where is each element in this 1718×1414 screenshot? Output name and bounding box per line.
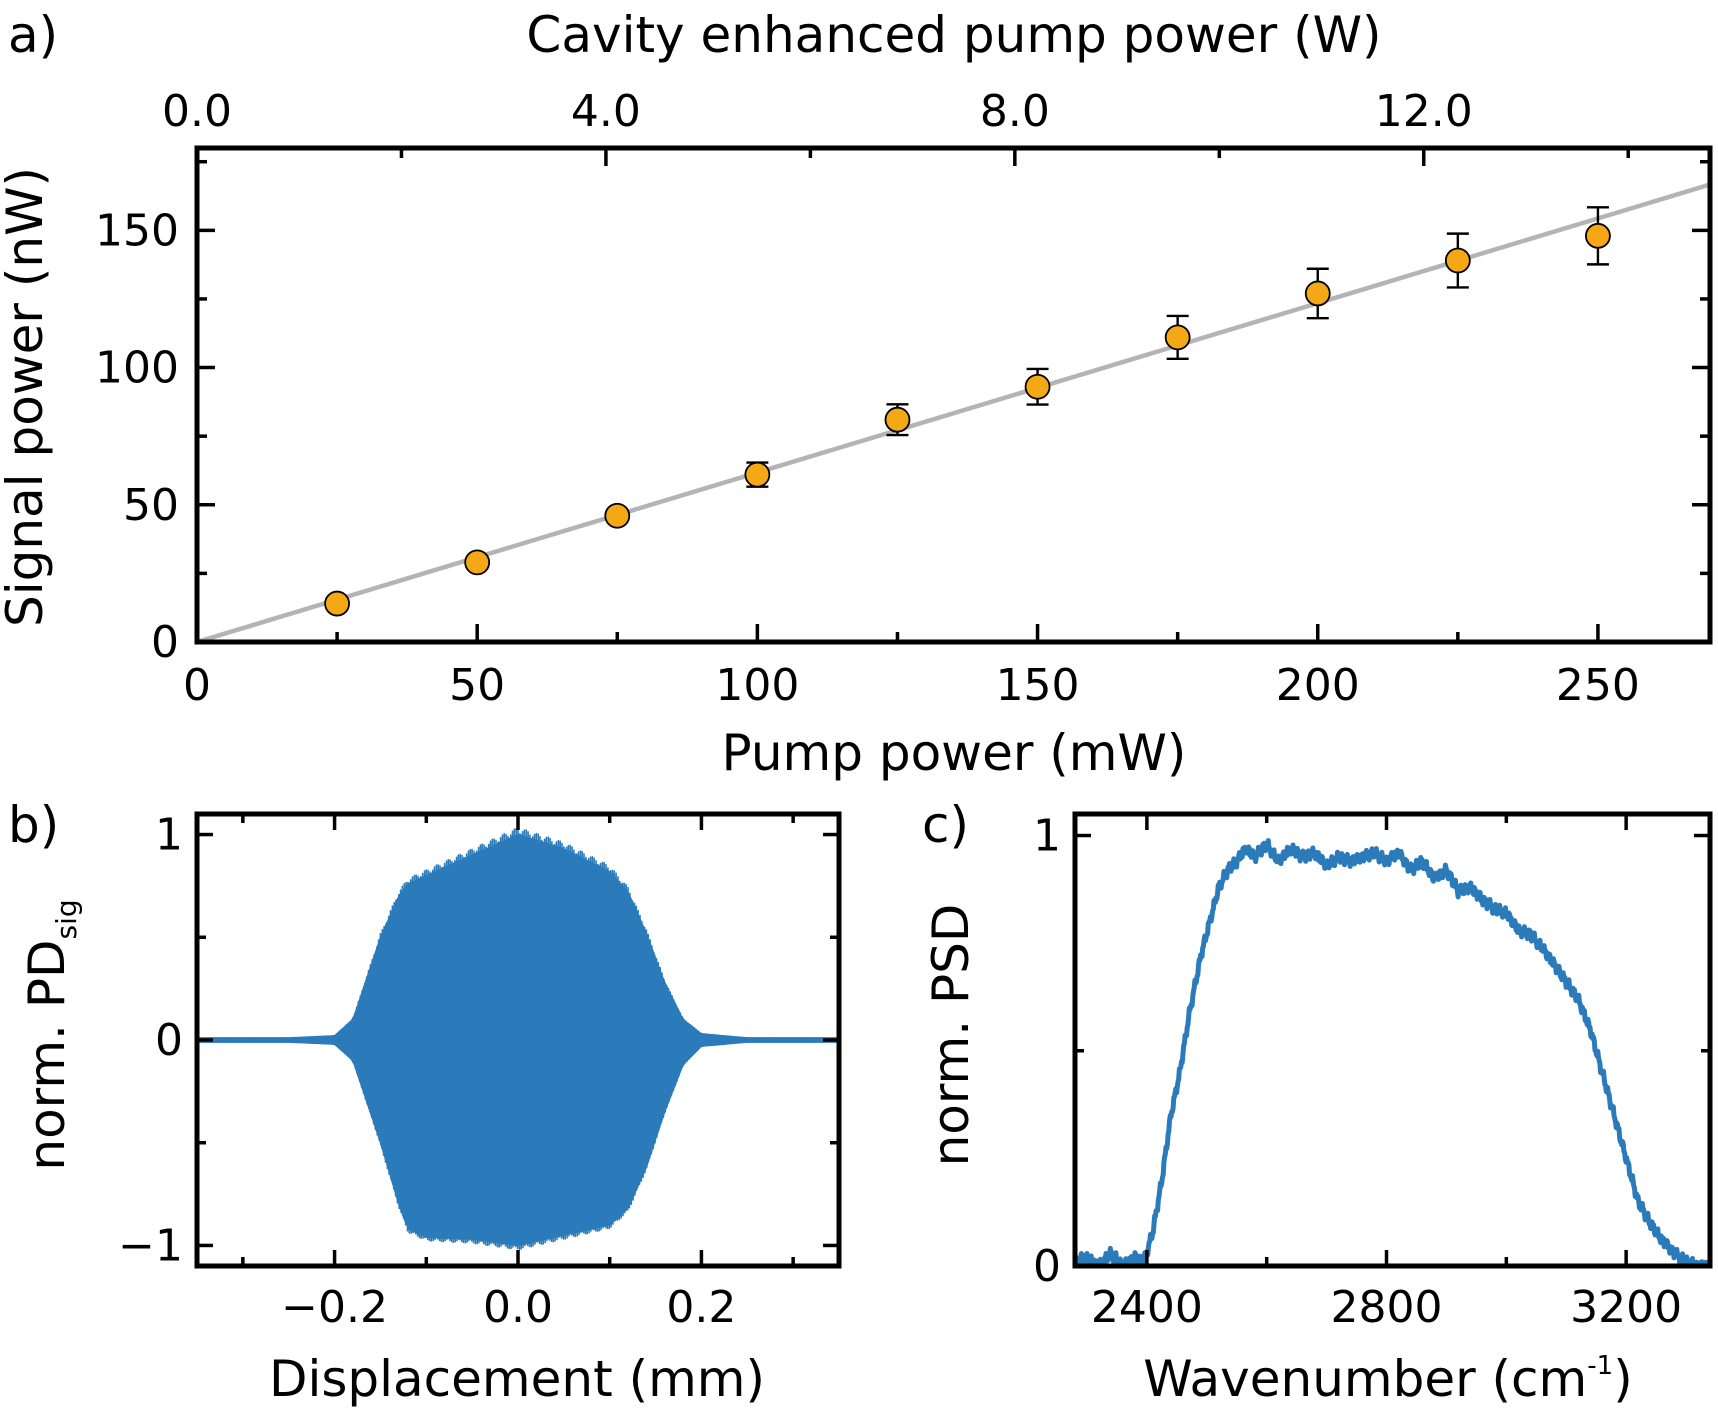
b-y-tick-label: 0 xyxy=(155,1015,183,1066)
data-point xyxy=(744,461,771,488)
data-point xyxy=(464,549,491,576)
panel-b-y-axis-label-main: norm. PD xyxy=(18,940,76,1171)
panel-b-frame xyxy=(194,811,842,1269)
panel-c-x-axis-label-close: ) xyxy=(1613,1350,1633,1408)
panel-a-ticks xyxy=(195,148,1710,644)
panel-c-x-axis-label-sup: -1 xyxy=(1587,1351,1613,1381)
c-x-tick-label: 3200 xyxy=(1570,1282,1682,1333)
a-x-tick-label: 250 xyxy=(1556,660,1640,711)
b-y-tick-label: 1 xyxy=(155,810,183,861)
panel-b-plot-area xyxy=(196,827,840,1251)
panel-c-x-axis-label-main: Wavenumber (cm xyxy=(1143,1350,1587,1408)
a-x-tick-label: 50 xyxy=(449,660,505,711)
c-y-tick-label: 0 xyxy=(1033,1241,1061,1292)
panel-c-label: c) xyxy=(922,796,969,854)
a-x-tick-label: 150 xyxy=(996,660,1080,711)
data-point xyxy=(1024,373,1051,400)
panel-c-frame xyxy=(1072,811,1713,1269)
interferogram-envelope xyxy=(196,833,840,1247)
panel-c-tick-labels: 2400 2800 3200 0 1 xyxy=(1033,811,1682,1333)
panel-b-label: b) xyxy=(8,796,59,854)
a-top-tick-label: 4.0 xyxy=(571,86,641,137)
panel-b-x-axis-label: Displacement (mm) xyxy=(269,1350,765,1408)
data-point xyxy=(1444,247,1471,274)
data-point xyxy=(1304,280,1331,307)
panel-c-plot-area xyxy=(1072,838,1712,1269)
a-y-tick-label: 100 xyxy=(95,343,179,394)
b-x-tick-label: 0.2 xyxy=(666,1282,736,1333)
a-y-tick-label: 0 xyxy=(151,617,179,668)
panel-a-x-axis-label: Pump power (mW) xyxy=(722,724,1187,782)
panel-b: b) Displacement (mm) norm. PDsig −0.2 0.0… xyxy=(8,796,842,1408)
panel-b-y-axis-label: norm. PDsig xyxy=(18,899,83,1170)
panel-c-ticks xyxy=(1075,814,1710,1268)
data-point xyxy=(1585,222,1611,249)
b-x-tick-label: 0.0 xyxy=(483,1282,553,1333)
a-top-tick-label: 12.0 xyxy=(1375,86,1473,137)
panel-a-y-axis-label: Signal power (nW) xyxy=(0,167,54,627)
a-x-tick-label: 100 xyxy=(715,660,799,711)
panel-a-tick-labels: 0 50 100 150 200 250 0 50 100 150 0.0 4.0 8.0 12.0 xyxy=(95,86,1640,711)
b-x-tick-label: −0.2 xyxy=(281,1282,388,1333)
a-x-tick-label: 200 xyxy=(1276,660,1360,711)
data-point xyxy=(604,502,631,529)
a-y-tick-label: 50 xyxy=(123,480,179,531)
data-point xyxy=(884,406,911,433)
c-y-tick-label: 1 xyxy=(1033,811,1061,862)
c-x-tick-label: 2800 xyxy=(1331,1282,1443,1333)
panel-a-top-axis-label: Cavity enhanced pump power (W) xyxy=(526,6,1381,64)
panel-c: c) Wavenumber (cm-1) norm. PSD 2400 2800 3… xyxy=(922,796,1713,1408)
panel-a: a) Cavity enhanced pump power (W) Pump p… xyxy=(0,6,1713,782)
a-top-tick-label: 8.0 xyxy=(980,86,1050,137)
panel-b-y-axis-label-sub: sig xyxy=(50,899,83,939)
a-top-tick-label: 0.0 xyxy=(162,86,232,137)
data-point xyxy=(324,590,350,617)
panel-a-fit-layer xyxy=(196,182,1711,645)
panel-a-plot-area xyxy=(196,182,1711,645)
panel-a-marker-layer xyxy=(324,222,1611,617)
fit-line xyxy=(196,182,1711,645)
a-x-tick-label: 0 xyxy=(183,660,211,711)
a-y-tick-label: 150 xyxy=(95,205,179,256)
panel-c-x-axis-label: Wavenumber (cm-1) xyxy=(1143,1350,1632,1408)
spectrum-trace xyxy=(1072,838,1712,1269)
data-point xyxy=(1164,324,1191,351)
panel-b-tick-labels: −0.2 0.0 0.2 −1 0 1 xyxy=(118,810,736,1333)
panel-a-frame xyxy=(194,145,1713,645)
b-y-tick-label: −1 xyxy=(118,1220,183,1271)
panel-c-y-axis-label: norm. PSD xyxy=(922,904,980,1167)
c-x-tick-label: 2400 xyxy=(1091,1282,1203,1333)
panel-a-label: a) xyxy=(8,6,58,64)
